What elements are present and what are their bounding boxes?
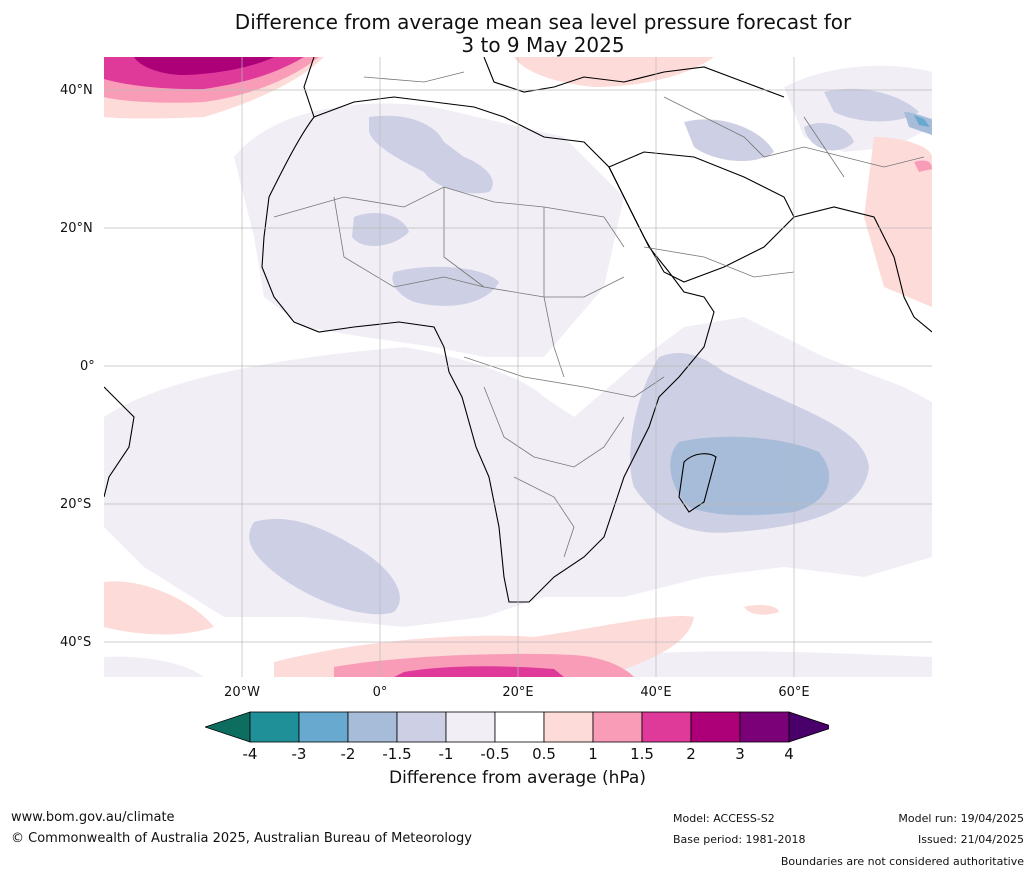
- colorbar-cell: [543, 711, 594, 743]
- lon-label-0: 0°: [372, 685, 388, 700]
- colorbar-tick-label: 3: [735, 745, 745, 763]
- anomaly-fill-strong-negative: [670, 112, 932, 516]
- colorbar-tick-label: 4: [784, 745, 794, 763]
- lon-label-40e: 40°E: [640, 685, 672, 700]
- footer-boundaries-note: Boundaries are not considered authoritat…: [780, 855, 1024, 868]
- colorbar-cell: [396, 711, 447, 743]
- colorbar-cell: [347, 711, 398, 743]
- colorbar-cell: [249, 711, 300, 743]
- footer-copyright: © Commonwealth of Australia 2025, Austra…: [11, 831, 472, 846]
- colorbar-tick-label: 0.5: [532, 745, 556, 763]
- lat-label-20n: 20°N: [60, 221, 93, 236]
- colorbar-extend-low: [205, 711, 251, 743]
- colorbar-label: Difference from average (hPa): [389, 768, 646, 788]
- lon-label-20e: 20°E: [502, 685, 534, 700]
- lat-label-40s: 40°S: [60, 635, 92, 650]
- colorbar-tick-label: 1: [588, 745, 598, 763]
- lon-label-60e: 60°E: [778, 685, 810, 700]
- colorbar-tick-label: -1: [438, 745, 454, 763]
- footer-base-period: Base period: 1981-2018: [673, 833, 806, 846]
- map-title-line-2: 3 to 9 May 2025: [461, 33, 625, 57]
- colorbar-cell: [298, 711, 349, 743]
- coastline-lines: [104, 57, 932, 603]
- footer-model-run: Model run: 19/04/2025: [898, 812, 1024, 825]
- colorbar-extend-high: [788, 711, 829, 743]
- colorbar-tick-label: -1.5: [382, 745, 412, 763]
- colorbar-cell: [739, 711, 790, 743]
- anomaly-fill-very-strong-positive: [134, 57, 274, 75]
- pressure-anomaly-map: [104, 57, 932, 677]
- lat-label-0: 0°: [80, 359, 95, 374]
- colorbar-tick-label: -0.5: [480, 745, 510, 763]
- anomaly-fill-very-strong-negative: [914, 115, 930, 127]
- lat-label-20s: 20°S: [60, 497, 92, 512]
- colorbar-tick-label: -2: [340, 745, 356, 763]
- colorbar: [205, 711, 829, 743]
- lat-label-40n: 40°N: [60, 83, 93, 98]
- colorbar-cell: [445, 711, 496, 743]
- country-borders: [273, 71, 925, 558]
- colorbar-tick-label: -4: [242, 745, 258, 763]
- map-title-line-1: Difference from average mean sea level p…: [234, 10, 852, 34]
- colorbar-tick-label: 2: [686, 745, 696, 763]
- colorbar-cell: [690, 711, 741, 743]
- graticule-lines: [104, 57, 932, 677]
- footer-model: Model: ACCESS-S2: [673, 812, 775, 825]
- footer-url[interactable]: www.bom.gov.au/climate: [11, 810, 175, 825]
- footer-issued: Issued: 21/04/2025: [917, 833, 1024, 846]
- colorbar-cell: [494, 711, 545, 743]
- colorbar-cell: [592, 711, 643, 743]
- colorbar-cell: [641, 711, 692, 743]
- colorbar-tick-label: 1.5: [630, 745, 654, 763]
- colorbar-tick-label: -3: [291, 745, 307, 763]
- lon-label-20w: 20°W: [224, 685, 260, 700]
